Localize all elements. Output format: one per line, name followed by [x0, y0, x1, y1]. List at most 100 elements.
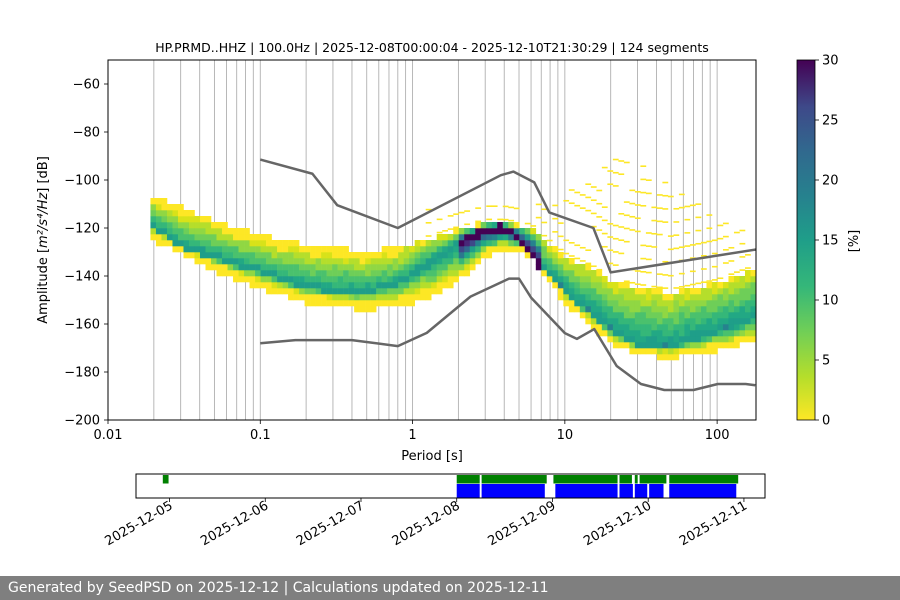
heatmap-cell — [211, 264, 217, 271]
heatmap-cell — [282, 264, 289, 271]
heatmap-cell — [299, 288, 305, 295]
heatmap-outlier-cell — [436, 218, 443, 221]
heatmap-outlier-cell — [640, 178, 647, 181]
heatmap-cell — [656, 348, 663, 355]
heatmap-outlier-cell — [706, 227, 713, 230]
heatmap-cell — [216, 240, 223, 247]
heatmap-cell — [651, 312, 658, 319]
heatmap-cell — [315, 276, 322, 283]
heatmap-cell — [365, 270, 371, 277]
heatmap-cell — [497, 228, 504, 235]
heatmap-outlier-cell — [590, 186, 597, 188]
heatmap-cell — [673, 318, 680, 325]
heatmap-cell — [502, 228, 509, 235]
heatmap-cell — [310, 294, 316, 301]
heatmap-cell — [188, 252, 195, 259]
heatmap-cell — [475, 234, 482, 241]
heatmap-cell — [700, 288, 707, 295]
heatmap-cell — [337, 282, 344, 289]
heatmap-cell — [508, 222, 515, 229]
heatmap-cell — [612, 306, 619, 313]
heatmap-cell — [673, 312, 680, 319]
heatmap-cell — [656, 336, 663, 343]
heatmap-cell — [271, 258, 278, 265]
heatmap-cell — [409, 294, 415, 301]
heatmap-cell — [436, 282, 443, 289]
heatmap-cell — [750, 288, 756, 295]
heatmap-cell — [425, 276, 432, 283]
heatmap-cell — [304, 264, 311, 271]
heatmap-cell — [607, 324, 614, 331]
heatmap-cell — [574, 276, 581, 283]
heatmap-cell — [717, 342, 724, 349]
heatmap-cell — [233, 252, 239, 259]
heatmap-cell — [733, 306, 740, 313]
heatmap-cell — [684, 342, 691, 349]
heatmap-cell — [216, 234, 223, 241]
heatmap-cell — [233, 234, 239, 241]
heatmap-cell — [645, 336, 652, 343]
heatmap-cell — [717, 324, 724, 331]
heatmap-cell — [376, 288, 382, 295]
heatmap-cell — [464, 234, 471, 241]
heatmap-cell — [678, 288, 685, 295]
heatmap-cell — [244, 264, 250, 271]
heatmap-outlier-cell — [645, 232, 652, 234]
heatmap-cell — [640, 312, 647, 319]
heatmap-cell — [447, 270, 454, 277]
heatmap-cell — [717, 300, 724, 307]
heatmap-cell — [645, 330, 652, 337]
heatmap-cell — [359, 270, 366, 277]
heatmap-cell — [431, 270, 438, 277]
heatmap-cell — [640, 336, 647, 343]
heatmap-outlier-cell — [634, 270, 641, 272]
heatmap-cell — [689, 336, 696, 343]
heatmap-cell — [414, 246, 421, 253]
heatmap-cell — [282, 282, 289, 289]
heatmap-outlier-cell — [662, 208, 669, 210]
heatmap-cell — [155, 210, 162, 217]
heatmap-cell — [645, 306, 652, 313]
heatmap-outlier-cell — [618, 160, 625, 162]
heatmap-cell — [700, 300, 707, 307]
heatmap-cell — [717, 336, 724, 343]
heatmap-cell — [673, 306, 680, 313]
heatmap-cell — [568, 270, 575, 277]
heatmap-cell — [651, 318, 658, 325]
heatmap-cell — [706, 306, 713, 313]
heatmap-cell — [211, 258, 217, 265]
heatmap-cell — [403, 246, 410, 253]
heatmap-cell — [304, 252, 311, 259]
x-axis-ticks: 0.01 0.1 1 10 100 — [94, 420, 730, 443]
heatmap-cell — [414, 276, 421, 283]
heatmap-cell — [535, 258, 542, 265]
heatmap-cell — [205, 258, 212, 265]
heatmap-outlier-cell — [689, 270, 696, 273]
heatmap-cell — [288, 240, 294, 247]
colorbar-tick-label: 15 — [822, 234, 839, 249]
heatmap-cell — [711, 312, 718, 319]
heatmap-outlier-cell — [706, 214, 713, 216]
heatmap-cell — [535, 234, 542, 241]
heatmap-cell — [161, 240, 168, 247]
heatmap-outlier-cell — [684, 284, 691, 287]
heatmap-cell — [199, 252, 206, 259]
heatmap-outlier-cell — [722, 249, 729, 251]
heatmap-cell — [689, 342, 696, 349]
heatmap-cell — [728, 288, 735, 295]
heatmap-cell — [436, 276, 443, 283]
heatmap-cell — [332, 252, 338, 259]
heatmap-cell — [568, 288, 575, 295]
heatmap-cell — [431, 258, 438, 265]
heatmap-cell — [475, 222, 482, 229]
heatmap-outlier-cell — [574, 257, 581, 260]
heatmap-cell — [706, 288, 713, 295]
heatmap-cell — [359, 258, 366, 265]
heatmap-cell — [343, 288, 349, 295]
heatmap-cell — [155, 216, 162, 223]
heatmap-cell — [271, 264, 278, 271]
heatmap-cell — [689, 300, 696, 307]
heatmap-outlier-cell — [629, 215, 636, 218]
heatmap-cell — [563, 300, 570, 307]
heatmap-cell — [332, 246, 338, 253]
